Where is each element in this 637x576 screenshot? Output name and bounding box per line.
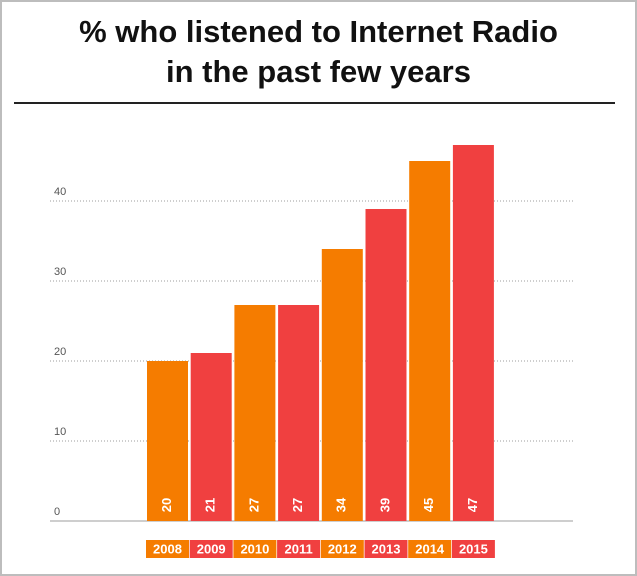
- year-label-box-2014: [408, 540, 452, 558]
- bar-2012: [321, 249, 363, 521]
- bar-2011: [278, 305, 320, 521]
- chart-title-line-2: in the past few years: [166, 54, 471, 89]
- chart-title: % who listened to Internet Radio in the …: [2, 12, 635, 92]
- x-tick-label-2014: 2014: [415, 541, 445, 556]
- bar-value-label-2014: 45: [421, 498, 436, 512]
- bar-value-label-2010: 27: [246, 498, 261, 512]
- x-tick-label-2010: 2010: [240, 541, 269, 556]
- bar-2014: [409, 161, 451, 521]
- x-tick-label-2013: 2013: [372, 541, 401, 556]
- year-label-box-2011: [277, 540, 321, 558]
- x-tick-label-2009: 2009: [197, 541, 226, 556]
- y-tick-label-0: 0: [54, 506, 60, 518]
- bar-value-label-2011: 27: [290, 498, 305, 512]
- bar-value-label-2015: 47: [465, 498, 480, 512]
- year-label-box-2012: [320, 540, 364, 558]
- x-tick-label-2015: 2015: [459, 541, 488, 556]
- x-tick-label-2008: 2008: [153, 541, 182, 556]
- bar-2015: [452, 145, 494, 521]
- x-tick-label-2011: 2011: [284, 541, 312, 556]
- title-divider: [14, 102, 615, 104]
- chart-title-line-1: % who listened to Internet Radio: [79, 14, 558, 49]
- bar-2013: [365, 209, 407, 521]
- x-tick-label-2012: 2012: [328, 541, 357, 556]
- bar-value-label-2009: 21: [203, 498, 218, 512]
- y-tick-label-10: 10: [54, 426, 66, 438]
- y-tick-label-30: 30: [54, 266, 66, 278]
- bar-value-label-2008: 20: [159, 498, 174, 512]
- bar-value-label-2012: 34: [334, 497, 349, 512]
- bar-2008: [147, 361, 188, 521]
- y-tick-label-20: 20: [54, 346, 66, 358]
- year-label-box-2010: [233, 540, 277, 558]
- year-label-box-2015: [451, 540, 495, 558]
- bar-2010: [234, 305, 276, 521]
- year-label-box-2013: [364, 540, 408, 558]
- y-tick-label-40: 40: [54, 186, 66, 198]
- bar-value-label-2013: 39: [377, 498, 392, 512]
- bar-2009: [190, 353, 232, 521]
- year-label-box-2008: [146, 540, 189, 558]
- year-label-box-2009: [189, 540, 233, 558]
